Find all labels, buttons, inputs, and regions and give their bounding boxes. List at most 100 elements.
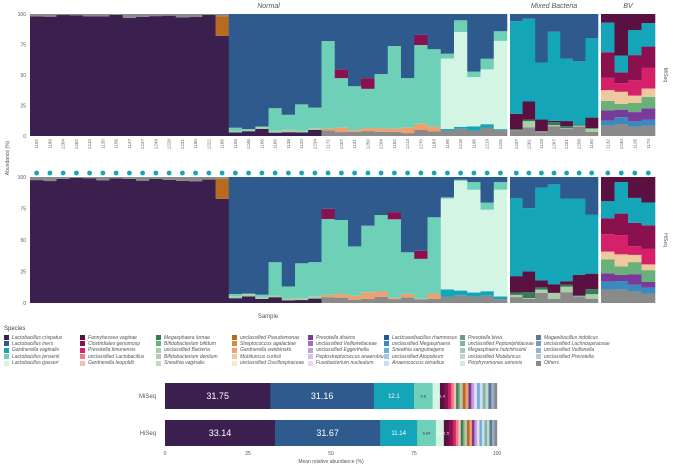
bar-segment-1174 bbox=[641, 125, 656, 136]
bar-segment-1249 bbox=[149, 178, 163, 303]
bar-segment-1258 bbox=[572, 177, 586, 199]
legend-label: Prevotella timonensis bbox=[88, 347, 136, 354]
bar-segment-1261 bbox=[522, 101, 536, 120]
sample-label: 1192 bbox=[34, 139, 39, 149]
bar-segment-1225 bbox=[493, 189, 508, 297]
bar-segment-1129 bbox=[535, 132, 549, 136]
bar-segment-1228 bbox=[162, 179, 177, 303]
sample-label: 1165 bbox=[273, 139, 278, 149]
legend-swatch bbox=[156, 347, 161, 353]
legend-item: Others bbox=[536, 360, 559, 367]
legend-label: unclassified Atopobium bbox=[392, 353, 444, 360]
bar-segment-1222 bbox=[202, 14, 216, 15]
bar-segment-1198 bbox=[467, 182, 481, 190]
bar-segment-1201 bbox=[560, 121, 574, 127]
bar-segment-1150 bbox=[585, 14, 599, 39]
bar-segment-1186 bbox=[215, 16, 230, 36]
bar-segment-1150 bbox=[585, 273, 599, 290]
bar-segment-1159 bbox=[228, 177, 243, 294]
bar-segment-1135 bbox=[96, 177, 110, 181]
bar-segment-1249 bbox=[149, 16, 163, 136]
bar-segment-1195 bbox=[440, 197, 455, 199]
bar-segment-1250 bbox=[361, 298, 375, 303]
bar-segment-1174 bbox=[641, 14, 656, 24]
bar-segment-1150 bbox=[585, 294, 599, 299]
bar-segment-1237 bbox=[510, 297, 523, 303]
legend-label: Lactobacillus crispatus bbox=[12, 334, 63, 341]
mean-x-tick: 25 bbox=[245, 451, 251, 457]
legend-swatch bbox=[80, 347, 85, 353]
bar-segment-1270 bbox=[414, 123, 428, 131]
bar-segment-1132 bbox=[601, 201, 615, 219]
mean-x-tick: 75 bbox=[411, 451, 417, 457]
bar-segment-1219 bbox=[480, 58, 495, 70]
bar-segment-1240 bbox=[614, 109, 629, 118]
bar-segment-1225 bbox=[493, 182, 508, 190]
mean-bar-segment bbox=[448, 420, 454, 446]
legend-label: Megasphaera hutchinsonii bbox=[468, 347, 527, 354]
mean-bar-segment bbox=[270, 383, 375, 409]
legend-label: Sneathia sanguinegens bbox=[392, 347, 445, 354]
bar-segment-1183 bbox=[427, 293, 442, 299]
legend-label: unclassified Veillonella bbox=[544, 347, 595, 354]
bar-segment-1174 bbox=[641, 119, 656, 126]
legend-label: Bifidobacterium dentium bbox=[164, 353, 218, 360]
bar-segment-1267 bbox=[547, 292, 561, 299]
bar-segment-1135 bbox=[96, 180, 110, 303]
legend-item: Sneathia sanguinegens bbox=[384, 347, 444, 354]
mean-bar-segment bbox=[482, 383, 486, 409]
sample-label: 1147 bbox=[127, 139, 132, 149]
sample-connector-dot bbox=[272, 170, 278, 176]
bar-segment-1258 bbox=[572, 296, 586, 298]
bar-segment-1168 bbox=[255, 128, 269, 136]
y-tick-label: 75 bbox=[20, 43, 26, 49]
sample-connector-dot bbox=[551, 170, 557, 176]
bar-segment-1159 bbox=[228, 14, 243, 128]
panel-title: Normal bbox=[257, 3, 280, 10]
bar-segment-1270 bbox=[414, 177, 428, 251]
bar-segment-1216 bbox=[454, 180, 468, 291]
mean-bar-segment bbox=[414, 383, 433, 409]
bar-segment-1225 bbox=[493, 296, 508, 300]
bar-segment-1216 bbox=[454, 14, 468, 21]
sample-connector-dot bbox=[513, 170, 519, 176]
bar-segment-1168 bbox=[255, 294, 269, 297]
sample-connector-dot bbox=[458, 170, 463, 176]
mean-bar-segment bbox=[484, 420, 488, 446]
bar-segment-1264 bbox=[56, 177, 71, 179]
legend-title: Species bbox=[4, 326, 26, 332]
bar-segment-1120 bbox=[295, 300, 309, 303]
y-tick-label: 25 bbox=[20, 104, 26, 110]
legend-label: Mobiluncus curtisii bbox=[240, 353, 281, 360]
mean-bar-segment bbox=[452, 420, 457, 446]
bar-segment-1264 bbox=[56, 14, 71, 16]
mean-bar-label: 2.2 bbox=[433, 393, 439, 398]
legend-item: Prevotella disiens bbox=[308, 334, 355, 341]
mean-bar-segment bbox=[476, 420, 480, 446]
mean-abundance-chart: MiSeq 31.75 31.16 12.1 5.6 2.2 1.4 HiSeq 33.14 31… bbox=[139, 383, 501, 464]
bar-segment-1129 bbox=[535, 119, 549, 132]
sample-label: 1135 bbox=[100, 139, 105, 149]
mean-bar-segment bbox=[417, 420, 437, 446]
sample-connector-dot bbox=[605, 170, 611, 176]
bar-segment-1132 bbox=[601, 110, 615, 121]
bar-segment-1210 bbox=[83, 178, 97, 303]
legend-item: Megasphaera lornae bbox=[156, 334, 210, 341]
bar-segment-1147 bbox=[122, 14, 137, 18]
sample-label: 1250 bbox=[365, 139, 370, 150]
legend-label: unclassified Lachnospiraceae bbox=[544, 340, 610, 347]
legend-label: Bifidobacterium bifidum bbox=[164, 340, 216, 347]
bar-segment-1174 bbox=[641, 108, 656, 120]
legend-label: Lactobacillus jensenii bbox=[12, 353, 60, 360]
bar-segment-1228 bbox=[162, 15, 177, 136]
bar-segment-1225 bbox=[493, 31, 508, 41]
legend-item: Gardnerella swidsinskii bbox=[232, 347, 291, 354]
sample-connector-dot bbox=[312, 170, 318, 176]
sample-label: 1234 bbox=[312, 139, 317, 150]
sample-label: 1231 bbox=[180, 139, 185, 150]
y-tick-label: 25 bbox=[20, 270, 26, 276]
legend-swatch bbox=[4, 335, 9, 340]
sample-connector-dot bbox=[365, 170, 371, 176]
bar-segment-1126 bbox=[628, 177, 642, 198]
bar-segment-1258 bbox=[572, 295, 586, 297]
